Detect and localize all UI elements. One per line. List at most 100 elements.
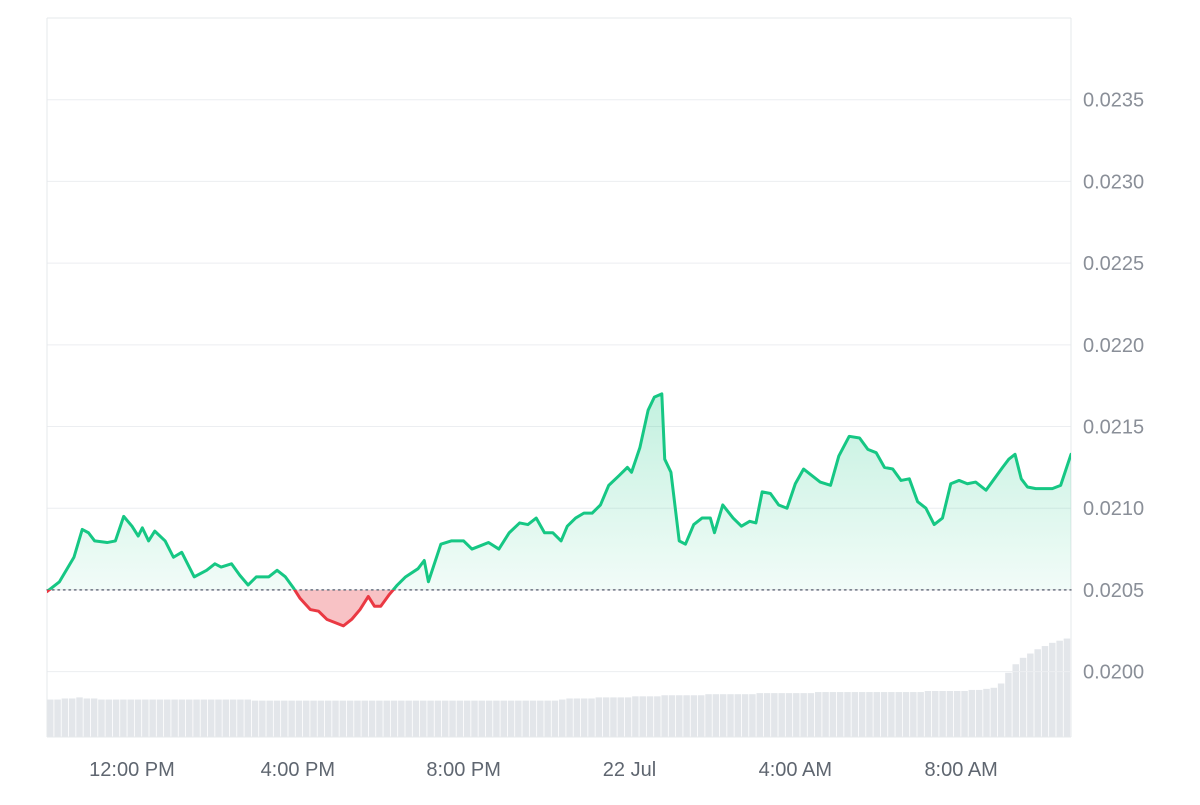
volume-bar — [785, 693, 793, 737]
volume-bar — [493, 700, 500, 737]
volume-bar — [90, 698, 98, 737]
volume-bar — [946, 690, 954, 737]
volume-bar — [763, 693, 771, 737]
volume-bar — [310, 700, 317, 737]
volume-bar — [324, 700, 332, 737]
volume-bar — [1063, 638, 1071, 737]
volume-bar — [873, 692, 881, 737]
volume-bar — [171, 699, 178, 737]
volume-bar — [237, 699, 244, 737]
volume-bar — [507, 700, 515, 737]
volume-bar — [771, 693, 778, 737]
volume-bar — [705, 694, 712, 737]
volume-bar — [610, 697, 617, 737]
volume-bar — [624, 697, 632, 737]
volume-bar — [112, 699, 120, 737]
y-tick-label: 0.0235 — [1083, 90, 1144, 112]
volume-bar — [880, 692, 888, 737]
volume-bar — [76, 697, 83, 737]
volume-bar — [953, 690, 961, 737]
volume-bar — [917, 692, 924, 737]
volume-bar — [836, 692, 844, 737]
volume-bar — [471, 700, 478, 737]
volume-bar — [339, 700, 347, 737]
x-tick-label: 4:00 PM — [261, 759, 335, 781]
volume-bar — [376, 700, 383, 737]
volume-bar — [866, 692, 873, 737]
price-line[interactable] — [47, 392, 1071, 628]
volume-bar — [522, 700, 529, 737]
volume-bar — [617, 697, 625, 737]
volume-bar — [910, 692, 917, 737]
volume-bar — [1019, 657, 1027, 737]
volume-bar — [683, 695, 690, 737]
volume-bar — [654, 696, 661, 737]
volume-bar — [441, 700, 449, 737]
volume-bar — [595, 697, 603, 737]
volume-bar — [1056, 640, 1063, 737]
volume-bar — [1005, 672, 1012, 737]
volume-bar — [756, 693, 763, 737]
volume-bar — [975, 689, 983, 737]
volume-bar — [559, 699, 566, 737]
volume-bar — [134, 699, 142, 737]
volume-bar — [822, 692, 829, 737]
y-axis: 0.0200 0.0205 0.0210 0.0215 0.0220 0.0225 0.02… — [1083, 90, 1144, 684]
volume-bar — [646, 696, 654, 737]
volume-bar — [895, 692, 902, 737]
volume-bar — [529, 700, 537, 737]
volume-bar — [185, 699, 193, 737]
volume-bar — [54, 699, 61, 737]
volume-bar — [793, 693, 800, 737]
volume-bar — [551, 700, 559, 737]
price-line-up[interactable] — [47, 392, 1071, 626]
x-tick-label: 12:00 PM — [89, 759, 175, 781]
volume-bar — [478, 700, 486, 737]
x-axis: 12:00 PM 4:00 PM 8:00 PM 22 Jul 4:00 AM 8:00 … — [89, 759, 998, 781]
volume-bar — [215, 699, 222, 737]
y-tick-label: 0.0205 — [1083, 580, 1144, 602]
volume-bar — [354, 700, 361, 737]
volume-bar — [932, 690, 939, 737]
volume-bar — [193, 699, 200, 737]
volume-bar — [537, 700, 544, 737]
volume-bar — [1012, 664, 1019, 737]
volume-bar — [566, 698, 573, 737]
volume-bar — [368, 700, 376, 737]
volume-bar — [222, 699, 230, 737]
y-tick-label: 0.0200 — [1083, 662, 1144, 684]
volume-bar — [456, 700, 464, 737]
volume-bar — [588, 698, 595, 737]
volume-bar — [383, 700, 390, 737]
volume-bar — [259, 700, 266, 737]
volume-bar — [668, 695, 676, 737]
price-area — [47, 393, 1071, 626]
y-tick-label: 0.0210 — [1083, 498, 1144, 520]
volume-bar — [515, 700, 522, 737]
volume-bar — [420, 700, 427, 737]
volume-bar — [390, 700, 398, 737]
area-fill-up — [47, 393, 1071, 590]
volume-bar — [602, 697, 610, 737]
volume-bar — [266, 700, 273, 737]
volume-bar — [142, 699, 149, 737]
volume-bar — [632, 696, 639, 737]
volume-bar — [500, 700, 507, 737]
volume-bar — [676, 695, 683, 737]
volume-bar — [815, 692, 822, 737]
volume-bar — [273, 700, 281, 737]
volume-bar — [178, 699, 186, 737]
volume-bar — [961, 690, 968, 737]
volume-bar — [829, 692, 837, 737]
volume-bar — [902, 692, 910, 737]
volume-bar — [778, 693, 785, 737]
volume-bar — [573, 698, 581, 737]
y-tick-label: 0.0215 — [1083, 417, 1144, 439]
volume-bar — [968, 689, 976, 737]
x-tick-label: 22 Jul — [603, 759, 656, 781]
volume-bar — [463, 700, 471, 737]
volume-bar — [229, 699, 237, 737]
volume-bar — [924, 690, 932, 737]
